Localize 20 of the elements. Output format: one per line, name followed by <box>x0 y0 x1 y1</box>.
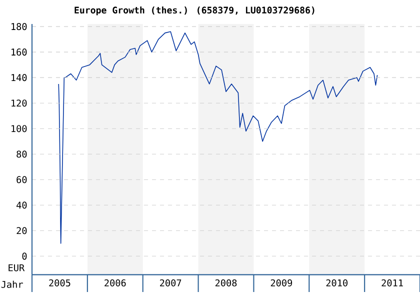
y-tick-label: 80 <box>16 150 27 158</box>
y-tick-label: 120 <box>12 100 27 107</box>
y-tick-label: 0 <box>22 252 27 260</box>
x-tick-label: 2008 <box>215 279 237 286</box>
x-tick-label: 2005 <box>49 279 70 286</box>
y-tick-label: 160 <box>12 48 27 56</box>
x-tick-label: 2006 <box>104 279 126 286</box>
chart-title: Europe Growth (thes.) (658379, LU0103729686) <box>74 6 314 16</box>
x-tick-label: 2009 <box>270 279 292 286</box>
y-axis-title: EUR <box>8 264 25 272</box>
x-axis-title: Jahr <box>1 280 23 288</box>
y-tick-label: 140 <box>12 74 27 82</box>
x-tick-label: 2007 <box>160 279 182 286</box>
x-tick-label: 2011 <box>382 279 403 286</box>
x-tick-label: 2010 <box>326 279 348 286</box>
y-tick-label: 40 <box>16 202 27 209</box>
y-tick-label: 180 <box>12 23 27 30</box>
y-tick-label: 60 <box>16 176 27 184</box>
y-tick-label: 20 <box>16 227 27 234</box>
y-tick-label: 100 <box>12 125 27 132</box>
